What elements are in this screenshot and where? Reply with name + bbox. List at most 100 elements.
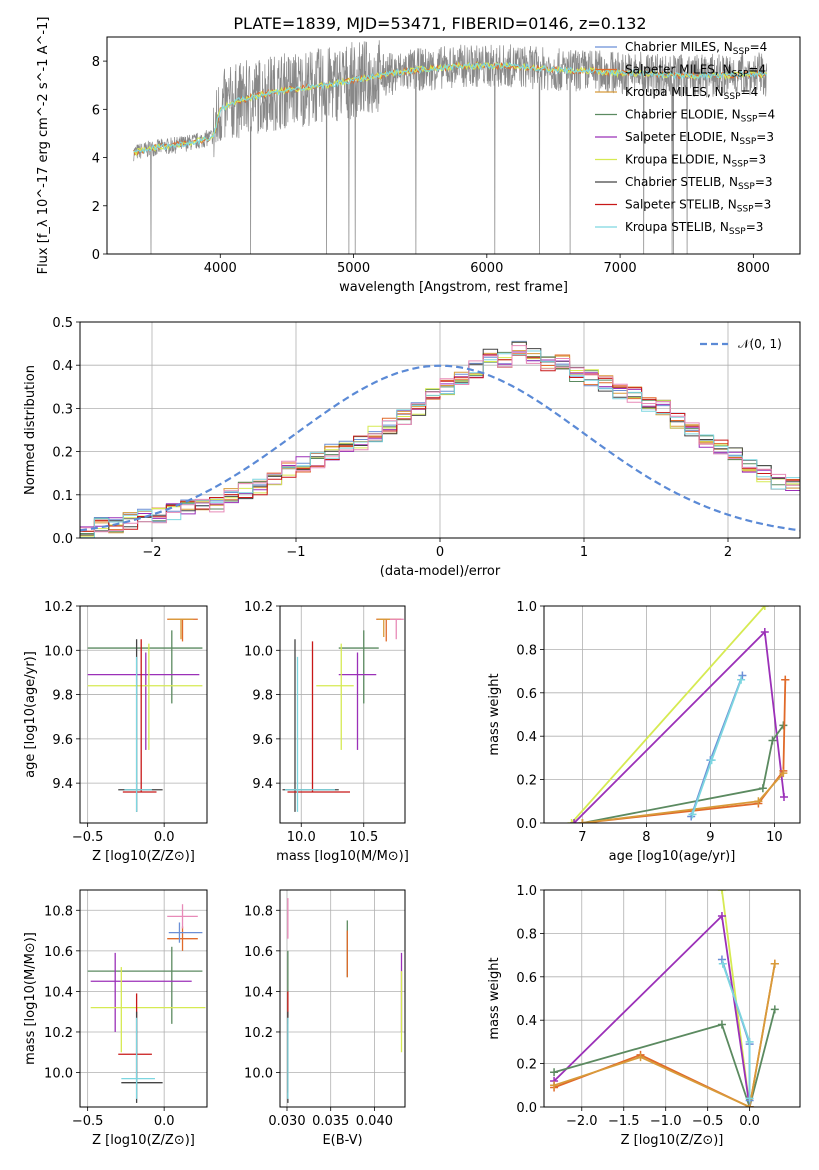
spectrum-ytick-label: 4 [92,152,100,167]
residuals-xtick-label: −1 [286,545,305,560]
mass_vs_Z-ytick-label: 10.2 [44,1026,73,1041]
spectrum-ytick-label: 8 [92,55,100,70]
weight_vs_Z-xtick-label: −1.0 [650,1114,682,1129]
series-marker [567,819,576,823]
residuals-ytick-label: 0.3 [52,402,73,417]
series-marker [718,959,727,968]
histogram-step-line [80,345,800,533]
weight_vs_Z-xtick-label: −2.0 [566,1114,598,1129]
series-marker [737,675,746,684]
series-line [553,1009,776,1107]
age_vs_Z-ytick-label: 9.4 [52,777,73,792]
spectrum-panel: 4000 5000 6000 7000 8000 0 2 4 6 8 wavelength [Ang… [36,17,801,295]
age_vs_mass-xtick-label: 10.0 [287,830,316,845]
legend-sub: SSP [738,182,755,192]
weight_vs_Z-ytick-label: 0.0 [516,1101,537,1116]
series-marker [754,797,763,806]
legend-label: Kroupa MILES, N [625,85,724,99]
series-marker [760,628,769,637]
age_vs_Z-ytick-label: 9.8 [52,689,73,704]
series-marker [707,756,716,765]
series-marker [717,912,726,921]
mass_vs_Z-panel: −0.5 0.0 10.0 10.2 10.4 10.6 10.8 Z [log10(Z/Z⊙… [23,889,208,1148]
age_vs_Z-ylabel: age [log10(age/yr)] [23,651,38,778]
weight_vs_age-ytick-label: 0.0 [516,817,537,832]
weight_vs_Z-ytick-label: 1.0 [516,884,537,899]
age_vs_Z-xtick-label: −0.5 [72,830,104,845]
weight_vs_age-panel: 7 8 9 10 0.0 0.2 0.4 0.6 0.8 1.0 age [log10(age/yr… [487,600,801,864]
legend-suffix: =3 [756,130,774,144]
legend-sub: SSP [724,92,741,102]
weight_vs_Z-panel: −2.0 −1.5 −1.0 −0.5 0.0 0.0 0.2 0.4 0.6 0.8 1.0 Z [… [487,884,801,1148]
series-marker [636,1053,645,1062]
weight_vs_age-ytick-label: 0.2 [516,774,537,789]
residuals-xtick-label: 0 [436,545,444,560]
spectrum-xtick-label: 6000 [470,261,503,276]
weight_vs_Z-frame [543,889,801,1108]
mass_vs_ebv-ytick-label: 10.2 [244,1026,273,1041]
weight_vs_Z-xlabel: Z [log10(Z/Z⊙)] [621,1133,724,1148]
residuals-xlabel: (data-model)/error [380,564,501,579]
series-marker [770,959,779,968]
legend-entry: Chabrier STELIB, NSSP=3 [625,175,773,192]
legend-entry: Kroupa MILES, NSSP=4 [625,85,758,102]
weight_vs_age-frame [543,605,801,824]
series-marker [550,1068,559,1077]
spectrum-ylabel: Flux [f_λ 10^-17 erg cm^-2 s^-1 A^-1] [36,17,51,275]
weight_vs_Z-ytick-label: 0.4 [516,1014,537,1029]
legend-suffix: =3 [755,175,773,189]
weight_vs_Z-xtick-label: −0.5 [692,1114,724,1129]
age_vs_Z-ytick-label: 10.2 [44,600,73,615]
residuals-frame [79,321,801,539]
legend-sub: SSP [733,47,750,57]
observed-spectrum-line [133,40,768,254]
spectrum-ytick-label: 2 [92,200,100,215]
weight_vs_age-plot-area [567,606,790,823]
legend-entry: Salpeter STELIB, NSSP=3 [625,198,771,215]
series-marker [745,1094,754,1103]
series-marker [779,769,788,778]
weight_vs_Z-plot-area [550,890,779,1107]
residuals-ylabel: Normed distribution [23,365,38,495]
weight_vs_age-ytick-label: 1.0 [516,600,537,615]
age_vs_mass-frame [279,605,406,824]
mass_vs_Z-ytick-label: 10.6 [44,945,73,960]
mass_vs_Z-xtick-label: 0.0 [154,1114,175,1129]
age_vs_Z-ytick-label: 9.6 [52,733,73,748]
legend-sub: SSP [732,70,749,80]
mass_vs_Z-ytick-label: 10.0 [44,1067,73,1082]
age_vs_Z-xtick-label: 0.0 [154,830,175,845]
mass_vs_ebv-xtick-label: 0.035 [312,1114,349,1129]
legend-suffix: =4 [757,108,775,122]
legend-label: Chabrier MILES, N [625,40,733,54]
legend-label: Kroupa ELODIE, N [625,153,732,167]
age_vs_mass-plot-area [282,618,404,812]
legend-entry: Salpeter MILES, NSSP=4 [625,63,766,80]
legend-entry: Kroupa ELODIE, NSSP=3 [625,153,766,170]
age_vs_mass-panel: 10.0 10.5 9.4 9.6 9.8 10.0 10.2 mass [log10(M/M… [244,600,409,864]
legend-entry: Chabrier ELODIE, NSSP=4 [625,108,775,125]
weight_vs_Z-xtick-label: 0.0 [739,1114,760,1129]
mass_vs_ebv-xtick-label: 0.040 [356,1114,393,1129]
legend-entry: Chabrier MILES, NSSP=4 [625,40,767,57]
series-marker [768,736,777,745]
age_vs_mass-xlabel: mass [log10(M/M⊙)] [276,849,409,864]
mass_vs_ebv-ytick-label: 10.6 [244,945,273,960]
model-spectrum-line [133,61,768,157]
model-spectrum-line [133,62,768,155]
age_vs_Z-frame [79,605,208,824]
legend-suffix: =4 [750,40,768,54]
age_vs_mass-ytick-label: 10.0 [244,644,273,659]
mass_vs_Z-xtick-label: −0.5 [72,1114,104,1129]
legend-sub: SSP [737,205,754,215]
legend-entry: 𝒩(0, 1) [738,337,782,351]
legend-label: Chabrier STELIB, N [625,175,738,189]
weight_vs_Z-ytick-label: 0.6 [516,971,537,986]
spectrum-xtick-label: 8000 [737,261,770,276]
series-marker [717,955,726,964]
mass_vs_ebv-ytick-label: 10.8 [244,904,273,919]
series-marker [779,721,788,730]
spectrum-ytick-label: 6 [92,103,100,118]
residuals-panel: −2 −1 0 1 2 0.0 0.1 0.2 0.3 0.4 0.5 (data-model)/er… [23,316,801,579]
mass_vs_ebv-ytick-label: 10.0 [244,1067,273,1082]
